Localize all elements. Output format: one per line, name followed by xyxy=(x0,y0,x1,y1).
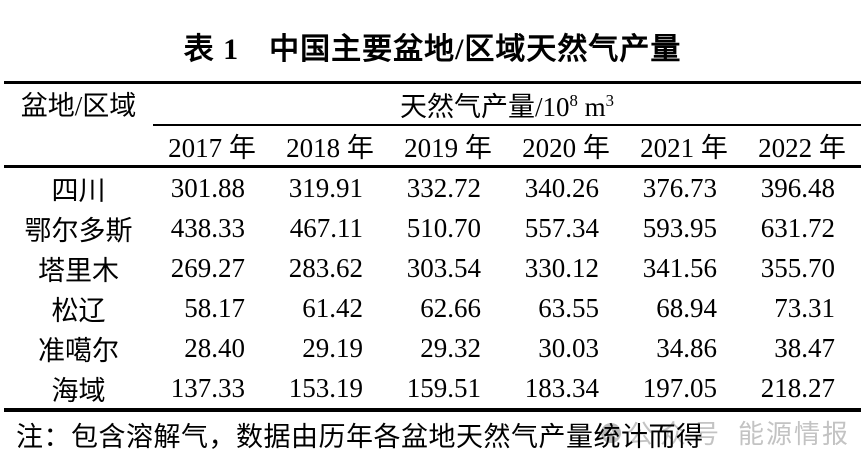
gas-header-text: 天然气产量/10 xyxy=(399,91,570,122)
table-number: 表 1 xyxy=(183,33,240,66)
table-row-offshore: 海域 137.33 153.19 159.51 183.34 197.05 21… xyxy=(4,368,861,410)
year-header-2019: 2019 年 xyxy=(389,125,507,168)
value-cell: 38.47 xyxy=(774,332,835,363)
row-label: 鄂尔多斯 xyxy=(24,215,133,246)
watermark: 人 公众号 能源情报 xyxy=(601,414,850,451)
row-label: 海域 xyxy=(51,375,106,406)
table-row-sichuan: 四川 301.88 319.91 332.72 340.26 376.73 39… xyxy=(4,167,861,209)
value-cell: 61.42 xyxy=(302,292,363,323)
value-cell: 153.19 xyxy=(288,372,363,403)
row-label: 塔里木 xyxy=(38,255,119,286)
value-cell: 631.72 xyxy=(760,212,835,243)
value-cell: 332.72 xyxy=(406,172,481,203)
table-row-junggar: 准噶尔 28.40 29.19 29.32 30.03 34.86 38.47 xyxy=(4,328,861,368)
value-cell: 303.54 xyxy=(406,252,481,283)
table-caption: 中国主要盆地/区域天然气产量 xyxy=(269,33,682,66)
value-cell: 269.27 xyxy=(170,252,245,283)
gas-header-exponent: 8 xyxy=(569,90,578,110)
value-cell: 330.12 xyxy=(524,252,599,283)
gas-header-unit-exponent: 3 xyxy=(605,90,615,110)
value-cell: 68.94 xyxy=(656,292,717,323)
row-label: 准噶尔 xyxy=(38,335,119,366)
watermark-account-name: 能源情报 xyxy=(738,420,851,449)
value-cell: 438.33 xyxy=(170,212,245,243)
value-cell: 159.51 xyxy=(406,372,481,403)
value-cell: 137.33 xyxy=(170,372,245,403)
value-cell: 29.32 xyxy=(420,332,481,363)
year-header-2021: 2021 年 xyxy=(625,125,743,168)
header-row-years: 2017 年 2018 年 2019 年 2020 年 2021 年 2022 … xyxy=(4,125,861,168)
value-cell: 34.86 xyxy=(656,332,717,363)
value-cell: 341.56 xyxy=(642,252,717,283)
gas-header-unit: m xyxy=(577,91,606,122)
table-row-songliao: 松辽 58.17 61.42 62.66 63.55 68.94 73.31 xyxy=(4,288,861,328)
value-cell: 355.70 xyxy=(760,252,835,283)
value-cell: 218.27 xyxy=(760,372,835,403)
year-header-2017: 2017 年 xyxy=(153,125,271,168)
header-row-units: 盆地/区域 天然气产量/108 m3 xyxy=(4,82,861,168)
value-cell: 467.11 xyxy=(289,212,363,243)
value-cell: 197.05 xyxy=(642,372,717,403)
table-row-tarim: 塔里木 269.27 283.62 303.54 330.12 341.56 3… xyxy=(4,248,861,288)
value-cell: 557.34 xyxy=(524,212,599,243)
value-cell: 63.55 xyxy=(538,292,599,323)
value-cell: 29.19 xyxy=(302,332,363,363)
value-cell: 376.73 xyxy=(642,172,717,203)
value-cell: 183.34 xyxy=(524,372,599,403)
value-cell: 62.66 xyxy=(420,292,481,323)
table-title: 表 1 中国主要盆地/区域天然气产量 xyxy=(0,24,865,68)
value-cell: 28.40 xyxy=(184,332,245,363)
value-cell: 319.91 xyxy=(288,172,363,203)
gas-production-table: 盆地/区域 天然气产量/108 m3 2017 年 2018 年 2019 年 … xyxy=(4,81,861,412)
row-label: 四川 xyxy=(51,175,106,206)
year-header-2022: 2022 年 xyxy=(743,125,861,168)
value-cell: 283.62 xyxy=(288,252,363,283)
value-cell: 301.88 xyxy=(170,172,245,203)
value-cell: 593.95 xyxy=(642,212,717,243)
value-cell: 340.26 xyxy=(524,172,599,203)
wechat-official-account-icon: 人 xyxy=(601,422,621,443)
row-label: 松辽 xyxy=(51,295,106,326)
column-header-gas-production: 天然气产量/108 m3 xyxy=(153,82,861,126)
year-header-2018: 2018 年 xyxy=(271,125,389,168)
value-cell: 396.48 xyxy=(760,172,835,203)
value-cell: 58.17 xyxy=(184,292,245,323)
value-cell: 510.70 xyxy=(406,212,481,243)
table-row-ordos: 鄂尔多斯 438.33 467.11 510.70 557.34 593.95 … xyxy=(4,208,861,248)
value-cell: 30.03 xyxy=(538,332,599,363)
column-header-basin-region: 盆地/区域 xyxy=(4,82,153,168)
watermark-label: 公众号 xyxy=(627,420,727,449)
year-header-2020: 2020 年 xyxy=(507,125,625,168)
value-cell: 73.31 xyxy=(774,292,835,323)
table-note: 注：包含溶解气，数据由历年各盆地天然气产量统计而得 xyxy=(16,422,704,452)
